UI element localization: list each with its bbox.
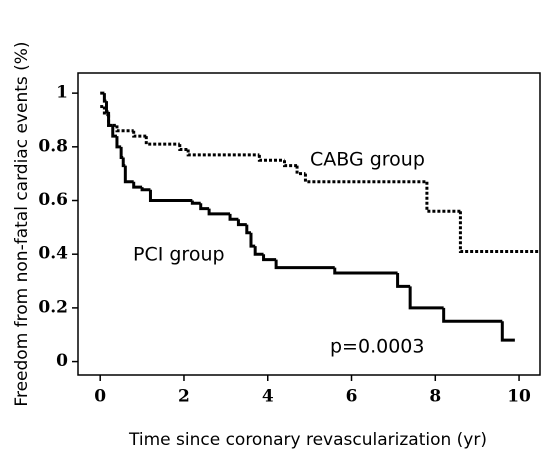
survival-step xyxy=(190,200,201,205)
survival-step xyxy=(115,136,122,149)
survival-step xyxy=(228,213,239,221)
y-tick-label: 0.6 xyxy=(38,190,68,210)
survival-step xyxy=(262,254,277,262)
survival-step xyxy=(274,259,335,270)
survival-step xyxy=(458,211,540,254)
survival-step xyxy=(303,173,427,184)
x-tick-label: 6 xyxy=(346,387,358,407)
survival-step xyxy=(408,286,444,310)
survival-step xyxy=(186,149,260,157)
survival-step xyxy=(111,125,117,138)
survival-step xyxy=(199,203,210,211)
survival-step xyxy=(207,208,231,216)
survival-step xyxy=(282,160,298,168)
y-tick-label: 0.8 xyxy=(38,136,68,156)
y-tick-label: 0.4 xyxy=(38,244,68,264)
survival-step xyxy=(132,181,143,189)
y-tick-label: 1 xyxy=(56,83,68,103)
x-axis-label: Time since coronary revascularization (y… xyxy=(128,430,487,450)
x-tick-label: 4 xyxy=(262,387,274,407)
survival-step xyxy=(140,187,151,192)
survival-step xyxy=(249,232,256,248)
survival-step xyxy=(121,157,126,168)
survival-step xyxy=(178,144,189,152)
survival-step xyxy=(148,189,193,203)
survival-step xyxy=(119,146,124,160)
annotation: CABG group xyxy=(310,149,425,171)
x-tick-label: 10 xyxy=(507,387,531,407)
x-tick-label: 2 xyxy=(178,387,190,407)
survival-step xyxy=(144,136,180,146)
survival-step xyxy=(257,154,285,162)
survival-step xyxy=(500,321,515,342)
survival-step xyxy=(253,246,264,256)
x-tick-label: 8 xyxy=(429,387,441,407)
annotation: p=0.0003 xyxy=(330,336,424,358)
survival-step xyxy=(115,125,134,133)
survival-step xyxy=(333,267,398,275)
survival-step xyxy=(104,101,109,114)
survival-step xyxy=(107,111,113,127)
y-tick-label: 0 xyxy=(56,351,68,371)
survival-step xyxy=(102,93,107,103)
annotation: PCI group xyxy=(133,244,225,266)
x-tick-label: 0 xyxy=(94,387,106,407)
plot-frame xyxy=(77,72,541,376)
survival-step xyxy=(425,181,461,213)
survival-step xyxy=(132,130,147,138)
survival-step xyxy=(245,224,251,235)
survival-step xyxy=(295,165,306,176)
y-tick-label: 0.2 xyxy=(38,297,68,317)
survival-step xyxy=(442,307,503,323)
y-axis-label: Freedom from non-fatal cardiac events (%… xyxy=(12,41,32,406)
survival-step xyxy=(123,165,134,184)
survival-step xyxy=(236,219,247,227)
survival-step xyxy=(396,272,411,288)
